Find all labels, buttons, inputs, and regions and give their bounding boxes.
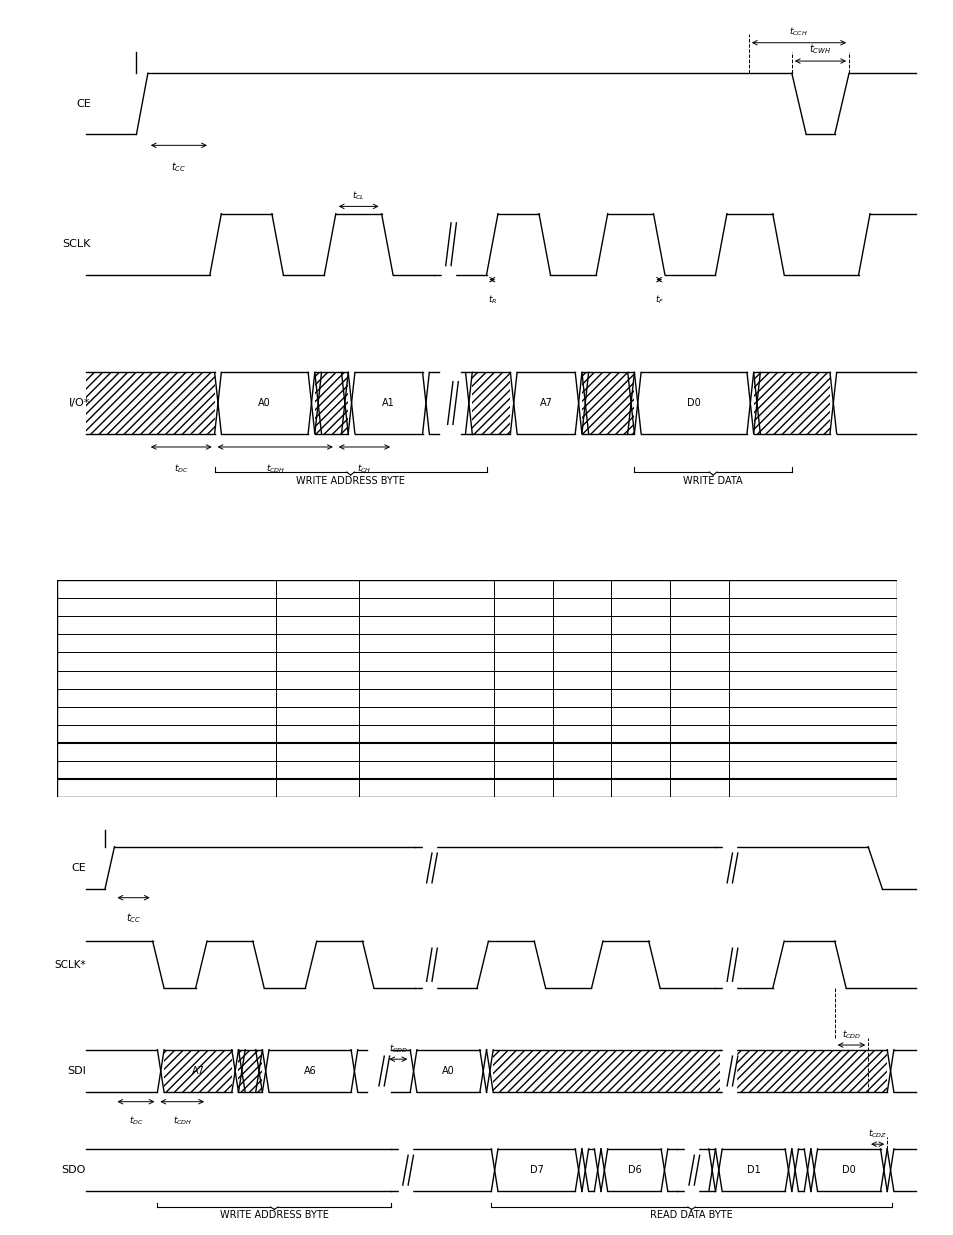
Text: $t_F$: $t_F$ bbox=[654, 293, 663, 305]
Text: $t_{CC}$: $t_{CC}$ bbox=[171, 161, 187, 174]
Text: A6: A6 bbox=[303, 1066, 316, 1076]
Text: SCLK: SCLK bbox=[62, 240, 91, 249]
Text: $t_{DC}$: $t_{DC}$ bbox=[129, 1115, 143, 1128]
Text: A1: A1 bbox=[382, 398, 395, 408]
Text: WRITE DATA: WRITE DATA bbox=[682, 477, 742, 487]
Bar bbox=[86, 373, 214, 433]
Text: A7: A7 bbox=[192, 1066, 204, 1076]
Text: D0: D0 bbox=[686, 398, 700, 408]
Text: $t_{CL}$: $t_{CL}$ bbox=[352, 189, 365, 201]
Text: D7: D7 bbox=[529, 1165, 543, 1176]
Text: $t_{DC}$: $t_{DC}$ bbox=[173, 462, 189, 474]
Text: READ DATA BYTE: READ DATA BYTE bbox=[650, 1210, 732, 1220]
Text: D6: D6 bbox=[627, 1165, 640, 1176]
Text: A0: A0 bbox=[258, 398, 271, 408]
Text: $t_{CDZ}$: $t_{CDZ}$ bbox=[867, 1128, 886, 1140]
Text: $t_{CC}$: $t_{CC}$ bbox=[126, 911, 141, 925]
Bar bbox=[472, 373, 510, 433]
Bar bbox=[493, 1050, 720, 1092]
Text: $t_{CH}$: $t_{CH}$ bbox=[356, 462, 372, 474]
Text: $t_{CCH}$: $t_{CCH}$ bbox=[789, 26, 807, 38]
Text: SCLK*: SCLK* bbox=[54, 960, 86, 969]
Text: A7: A7 bbox=[539, 398, 552, 408]
Text: A0: A0 bbox=[441, 1066, 455, 1076]
Bar bbox=[736, 1050, 886, 1092]
Bar bbox=[581, 373, 634, 433]
Text: $t_{CDD}$: $t_{CDD}$ bbox=[841, 1029, 861, 1041]
Text: $t_{CDH}$: $t_{CDH}$ bbox=[172, 1115, 192, 1128]
Text: $t_R$: $t_R$ bbox=[487, 293, 497, 305]
Bar bbox=[164, 1050, 232, 1092]
Bar bbox=[753, 373, 829, 433]
Text: $t_{CWH}$: $t_{CWH}$ bbox=[808, 42, 831, 56]
Text: WRITE ADDRESS BYTE: WRITE ADDRESS BYTE bbox=[219, 1210, 329, 1220]
Text: CE: CE bbox=[76, 99, 91, 109]
Text: D0: D0 bbox=[841, 1165, 855, 1176]
Text: CE: CE bbox=[71, 863, 86, 873]
Bar bbox=[238, 1050, 262, 1092]
Text: SDI: SDI bbox=[67, 1066, 86, 1076]
Text: WRITE ADDRESS BYTE: WRITE ADDRESS BYTE bbox=[295, 477, 405, 487]
Text: D1: D1 bbox=[746, 1165, 760, 1176]
Text: SDO: SDO bbox=[61, 1165, 86, 1176]
Bar bbox=[314, 373, 348, 433]
Text: $t_{CDD}$: $t_{CDD}$ bbox=[388, 1042, 408, 1056]
Text: I/O*: I/O* bbox=[70, 398, 91, 408]
Text: $t_{CDH}$: $t_{CDH}$ bbox=[265, 462, 285, 474]
